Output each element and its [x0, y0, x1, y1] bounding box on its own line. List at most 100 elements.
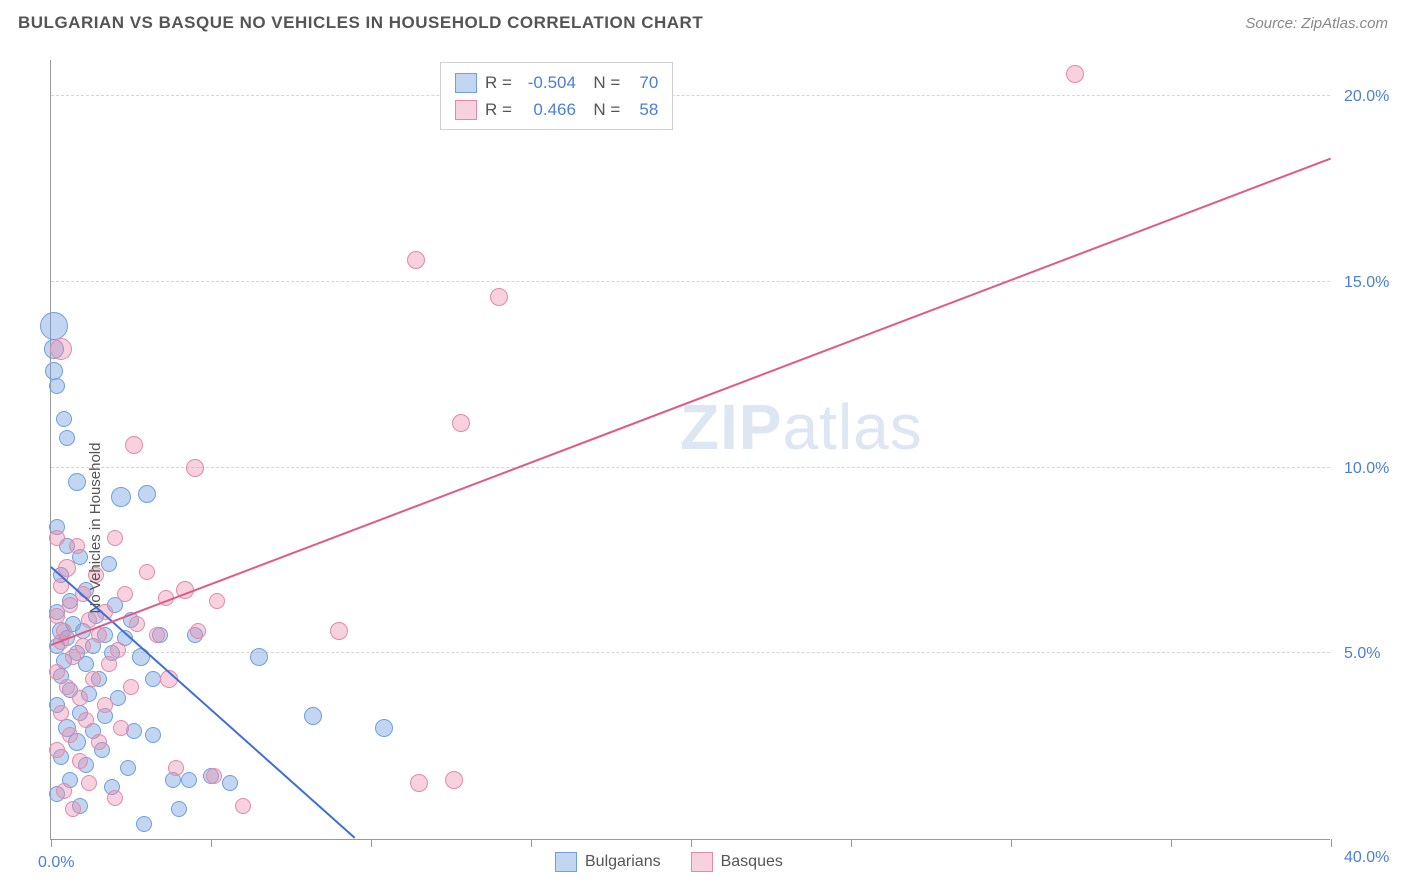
x-tick: [1331, 839, 1332, 847]
data-point: [62, 727, 78, 743]
data-point: [129, 616, 145, 632]
series-legend-label: Basques: [721, 853, 783, 871]
data-point: [59, 430, 75, 446]
data-point: [452, 414, 470, 432]
data-point: [145, 727, 161, 743]
data-point: [250, 648, 268, 666]
stat-r-label: R =: [485, 96, 512, 123]
data-point: [113, 720, 129, 736]
data-point: [149, 627, 165, 643]
data-point: [49, 530, 65, 546]
data-point: [72, 690, 88, 706]
data-point: [68, 473, 86, 491]
data-point: [62, 597, 78, 613]
data-point: [78, 712, 94, 728]
chart-source: Source: ZipAtlas.com: [1245, 15, 1388, 32]
series-legend-item: Basques: [691, 852, 783, 872]
data-point: [209, 593, 225, 609]
data-point: [49, 378, 65, 394]
data-point: [445, 771, 463, 789]
data-point: [138, 485, 156, 503]
stats-legend: R = -0.504 N = 70R = 0.466 N = 58: [440, 62, 673, 130]
data-point: [375, 719, 393, 737]
data-point: [110, 642, 126, 658]
x-tick: [531, 839, 532, 847]
x-tick: [691, 839, 692, 847]
data-point: [56, 411, 72, 427]
data-point: [65, 801, 81, 817]
data-point: [49, 742, 65, 758]
data-point: [56, 783, 72, 799]
data-point: [171, 801, 187, 817]
data-point: [222, 775, 238, 791]
y-tick-label: 10.0%: [1344, 460, 1389, 478]
stat-r-value: 0.466: [520, 96, 576, 123]
legend-swatch: [555, 852, 577, 872]
x-tick: [1171, 839, 1172, 847]
stats-legend-row: R = -0.504 N = 70: [455, 69, 658, 96]
data-point: [190, 623, 206, 639]
data-point: [97, 697, 113, 713]
data-point: [49, 608, 65, 624]
legend-swatch: [455, 100, 477, 120]
data-point: [53, 705, 69, 721]
stat-n-value: 70: [628, 69, 658, 96]
data-point: [139, 564, 155, 580]
data-point: [136, 816, 152, 832]
data-point: [410, 774, 428, 792]
data-point: [49, 664, 65, 680]
data-point: [81, 612, 97, 628]
stats-legend-row: R =0.466 N =58: [455, 96, 658, 123]
data-point: [1066, 65, 1084, 83]
y-tick-label: 20.0%: [1344, 88, 1389, 106]
data-point: [69, 538, 85, 554]
data-point: [304, 707, 322, 725]
x-tick: [1011, 839, 1012, 847]
data-point: [107, 790, 123, 806]
data-point: [107, 530, 123, 546]
legend-swatch: [691, 852, 713, 872]
data-point: [407, 251, 425, 269]
x-far-label: 40.0%: [1344, 849, 1389, 867]
gridline: [51, 95, 1330, 96]
data-point: [123, 679, 139, 695]
stat-n-label: N =: [584, 69, 620, 96]
data-point: [40, 312, 68, 340]
y-tick-label: 5.0%: [1344, 645, 1380, 663]
x-tick: [851, 839, 852, 847]
data-point: [101, 656, 117, 672]
series-legend: Bulgarians Basques: [555, 852, 783, 872]
legend-swatch: [455, 73, 477, 93]
data-point: [145, 671, 161, 687]
data-point: [65, 649, 81, 665]
stat-n-value: 58: [628, 96, 658, 123]
x-tick: [51, 839, 52, 847]
data-point: [168, 760, 184, 776]
data-point: [181, 772, 197, 788]
gridline: [51, 281, 1330, 282]
stat-r-label: R =: [485, 69, 512, 96]
chart-title: BULGARIAN VS BASQUE NO VEHICLES IN HOUSE…: [18, 13, 703, 33]
data-point: [330, 622, 348, 640]
data-point: [490, 288, 508, 306]
chart-header: BULGARIAN VS BASQUE NO VEHICLES IN HOUSE…: [0, 0, 1406, 46]
trend-line: [51, 157, 1332, 645]
series-legend-label: Bulgarians: [585, 853, 661, 871]
gridline: [51, 467, 1330, 468]
data-point: [186, 459, 204, 477]
scatter-plot: [50, 60, 1330, 840]
data-point: [235, 798, 251, 814]
data-point: [91, 734, 107, 750]
x-tick: [371, 839, 372, 847]
data-point: [72, 753, 88, 769]
x-origin-label: 0.0%: [38, 854, 74, 872]
y-tick-label: 15.0%: [1344, 274, 1389, 292]
data-point: [117, 586, 133, 602]
stat-r-value: -0.504: [520, 69, 576, 96]
series-legend-item: Bulgarians: [555, 852, 661, 872]
y-axis-title: No Vehicles in Household: [87, 443, 104, 614]
data-point: [206, 768, 222, 784]
data-point: [125, 436, 143, 454]
data-point: [81, 775, 97, 791]
data-point: [50, 338, 72, 360]
